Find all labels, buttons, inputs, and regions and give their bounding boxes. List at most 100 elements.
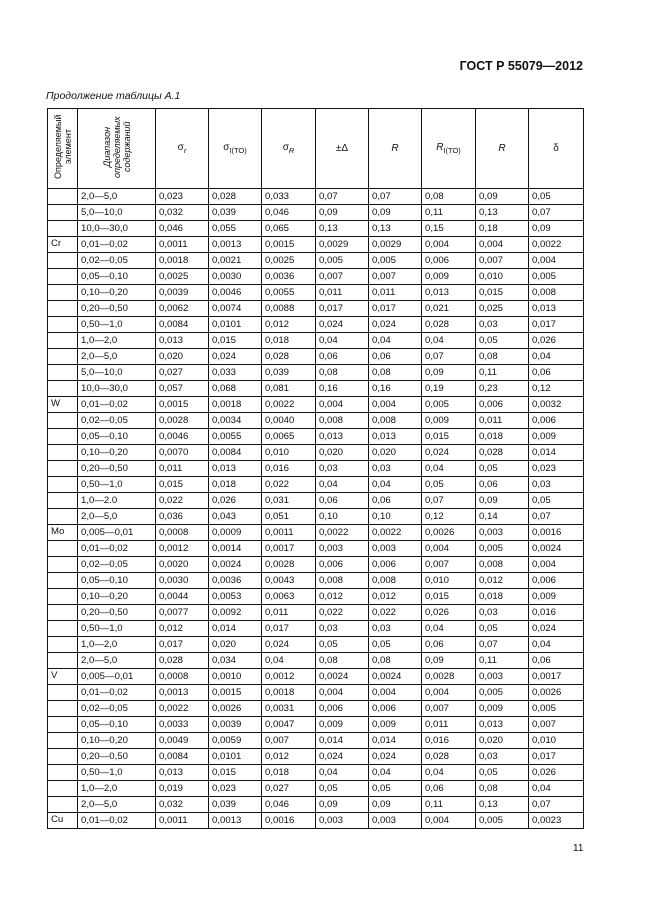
value-cell: 0,09 [315, 204, 369, 221]
range-cell: 5,0—10,0 [77, 204, 156, 221]
table-body: 2,0—5,0 0,023 0,028 0,033 0,07 0,07 0,08 0,09 0,… [47, 188, 584, 829]
value-cell: 0,055 [208, 220, 262, 237]
value-cell: 0,010 [475, 268, 529, 285]
range-cell: 1,0—2,0 [77, 636, 156, 653]
value-cell: 0,04 [528, 780, 584, 797]
value-cell: 0,0013 [208, 236, 262, 253]
table-row: 0,20—0,50 0,011 0,013 0,016 0,03 0,03 0,04 0,05… [47, 460, 584, 477]
value-cell: 0,08 [368, 652, 422, 669]
table-row: Cr 0,01—0,02 0,0011 0,0013 0,0015 0,0029 0,002… [47, 236, 584, 253]
value-cell: 0,039 [208, 796, 262, 813]
table-row: 0,01—0,02 0,0012 0,0014 0,0017 0,003 0,003 0,0… [47, 540, 584, 557]
table-row: W 0,01—0,02 0,0015 0,0018 0,0022 0,004 0,004 0,… [47, 396, 584, 413]
value-cell: 0,018 [475, 428, 529, 445]
table-row: 1,0—2,0 0,013 0,015 0,018 0,04 0,04 0,04 0,05 0,… [47, 332, 584, 349]
table-row: 2,0—5,0 0,020 0,024 0,028 0,06 0,06 0,07 0,08 0,… [47, 348, 584, 365]
value-cell: 0,0010 [208, 668, 262, 685]
value-cell: 0,04 [261, 652, 316, 669]
value-cell: 0,007 [528, 716, 584, 733]
element-cell [47, 300, 78, 317]
value-cell: 0,03 [475, 316, 529, 333]
table-row: 0,50—1,0 0,015 0,018 0,022 0,04 0,04 0,05 0,06 0… [47, 476, 584, 493]
value-cell: 0,026 [421, 604, 476, 621]
value-cell: 0,08 [421, 188, 476, 205]
range-cell: 0,10—0,20 [77, 444, 156, 461]
value-cell: 0,07 [528, 204, 584, 221]
value-cell: 0,013 [421, 284, 476, 301]
value-cell: 0,07 [475, 636, 529, 653]
range-cell: 2,0—5,0 [77, 508, 156, 525]
value-cell: 0,028 [208, 188, 262, 205]
value-cell: 0,004 [315, 684, 369, 701]
element-cell [47, 540, 78, 557]
value-cell: 0,07 [368, 188, 422, 205]
value-cell: 0,09 [528, 220, 584, 237]
value-cell: 0,10 [315, 508, 369, 525]
value-cell: 0,028 [155, 652, 209, 669]
table-row: 0,50—1,0 0,012 0,014 0,017 0,03 0,03 0,04 0,05 0… [47, 620, 584, 637]
value-cell: 0,018 [208, 476, 262, 493]
value-cell: 0,016 [528, 604, 584, 621]
table-row: 2,0—5,0 0,028 0,034 0,04 0,08 0,08 0,09 0,11 0,0… [47, 652, 584, 669]
value-cell: 0,04 [315, 476, 369, 493]
value-cell: 0,006 [368, 700, 422, 717]
value-cell: 0,014 [368, 732, 422, 749]
value-cell: 0,0015 [155, 396, 209, 413]
value-cell: 0,034 [208, 652, 262, 669]
value-cell: 0,06 [315, 492, 369, 509]
value-cell: 0,0031 [261, 700, 316, 717]
value-cell: 0,23 [475, 380, 529, 397]
value-cell: 0,13 [475, 204, 529, 221]
value-cell: 0,018 [261, 764, 316, 781]
range-cell: 0,10—0,20 [77, 732, 156, 749]
table-row: 0,01—0,02 0,0013 0,0015 0,0018 0,004 0,004 0,0… [47, 684, 584, 701]
value-cell: 0,017 [368, 300, 422, 317]
value-cell: 0,11 [421, 204, 476, 221]
value-cell: 0,057 [155, 380, 209, 397]
value-cell: 0,004 [315, 396, 369, 413]
value-cell: 0,03 [315, 460, 369, 477]
value-cell: 0,009 [368, 716, 422, 733]
element-cell [47, 364, 78, 381]
element-cell [47, 476, 78, 493]
value-cell: 0,046 [261, 204, 316, 221]
range-cell: 0,05—0,10 [77, 268, 156, 285]
value-cell: 0,06 [368, 348, 422, 365]
value-cell: 0,011 [475, 412, 529, 429]
value-cell: 0,0008 [155, 668, 209, 685]
table-caption: Продолжение таблицы А.1 [46, 90, 181, 102]
value-cell: 0,043 [208, 508, 262, 525]
range-cell: 0,005—0,01 [77, 668, 156, 685]
element-cell: Cr [47, 236, 78, 253]
value-cell: 0,036 [155, 508, 209, 525]
value-cell: 0,0055 [208, 428, 262, 445]
value-cell: 0,007 [421, 700, 476, 717]
table-row: 0,05—0,10 0,0033 0,0039 0,0047 0,009 0,009 0,0… [47, 716, 584, 733]
value-cell: 0,010 [261, 444, 316, 461]
value-cell: 0,0009 [208, 524, 262, 541]
range-cell: 0,01—0,02 [77, 684, 156, 701]
value-cell: 0,0017 [528, 668, 584, 685]
range-cell: 1,0—2,0 [77, 780, 156, 797]
header-element-label: Определяемый элемент [52, 114, 73, 180]
value-cell: 0,0049 [155, 732, 209, 749]
range-cell: 0,01—0,02 [77, 396, 156, 413]
value-cell: 0,028 [261, 348, 316, 365]
value-cell: 0,0084 [208, 444, 262, 461]
value-cell: 0,11 [475, 364, 529, 381]
value-cell: 0,011 [368, 284, 422, 301]
value-cell: 0,003 [315, 540, 369, 557]
value-cell: 0,0021 [208, 252, 262, 269]
value-cell: 0,008 [368, 572, 422, 589]
value-cell: 0,004 [368, 396, 422, 413]
value-cell: 0,04 [368, 764, 422, 781]
value-cell: 0,022 [261, 476, 316, 493]
value-cell: 0,008 [315, 572, 369, 589]
value-cell: 0,013 [368, 428, 422, 445]
value-cell: 0,03 [368, 460, 422, 477]
value-cell: 0,04 [315, 332, 369, 349]
value-cell: 0,007 [368, 268, 422, 285]
element-cell [47, 492, 78, 509]
range-cell: 0,02—0,05 [77, 412, 156, 429]
value-cell: 0,07 [315, 188, 369, 205]
